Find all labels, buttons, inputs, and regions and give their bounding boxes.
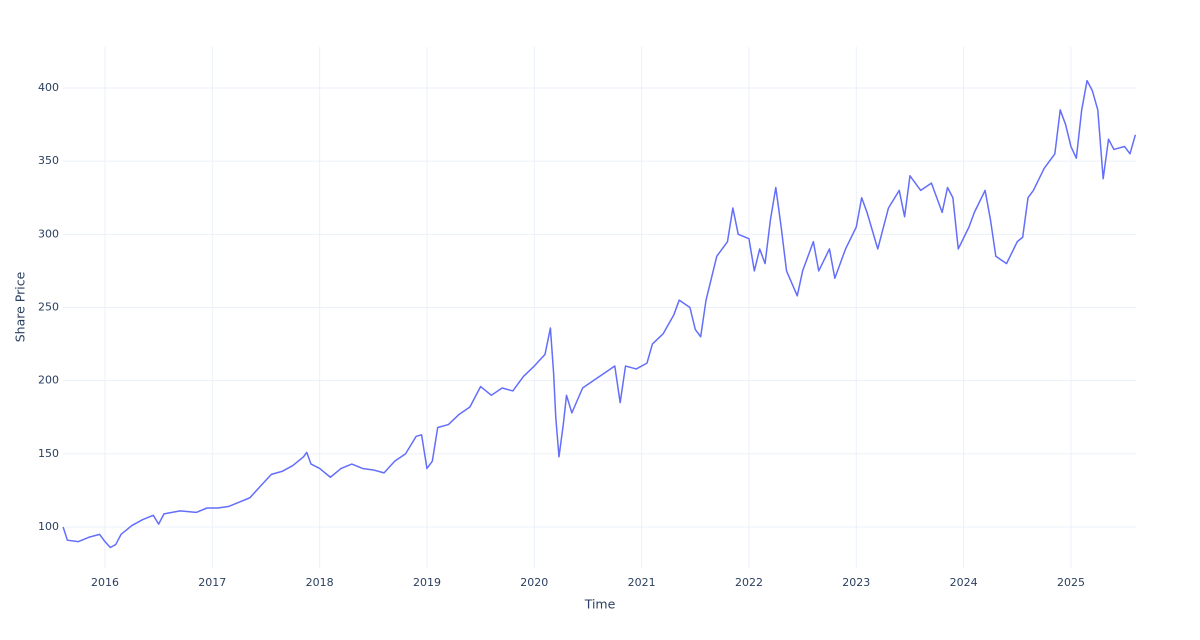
x-tick-label: 2024 xyxy=(950,576,978,589)
x-tick-label: 2025 xyxy=(1057,576,1085,589)
y-tick-label: 250 xyxy=(38,301,59,314)
y-axis-title: Share Price xyxy=(13,271,28,342)
price-line xyxy=(62,79,1137,549)
x-tick-label: 2022 xyxy=(735,576,763,589)
y-tick-label: 400 xyxy=(38,81,59,94)
x-tick-label: 2017 xyxy=(198,576,226,589)
y-tick-label: 350 xyxy=(38,154,59,167)
y-tick-label: 150 xyxy=(38,447,59,460)
x-tick-label: 2016 xyxy=(91,576,119,589)
x-tick-label: 2019 xyxy=(413,576,441,589)
x-tick-label: 2020 xyxy=(520,576,548,589)
x-tick-label: 2018 xyxy=(306,576,334,589)
x-tick-label: 2023 xyxy=(842,576,870,589)
y-tick-label: 300 xyxy=(38,227,59,240)
x-axis-title: Time xyxy=(584,597,616,612)
x-tick-label: 2021 xyxy=(628,576,656,589)
y-tick-label: 100 xyxy=(38,520,59,533)
y-tick-label: 200 xyxy=(38,374,59,387)
